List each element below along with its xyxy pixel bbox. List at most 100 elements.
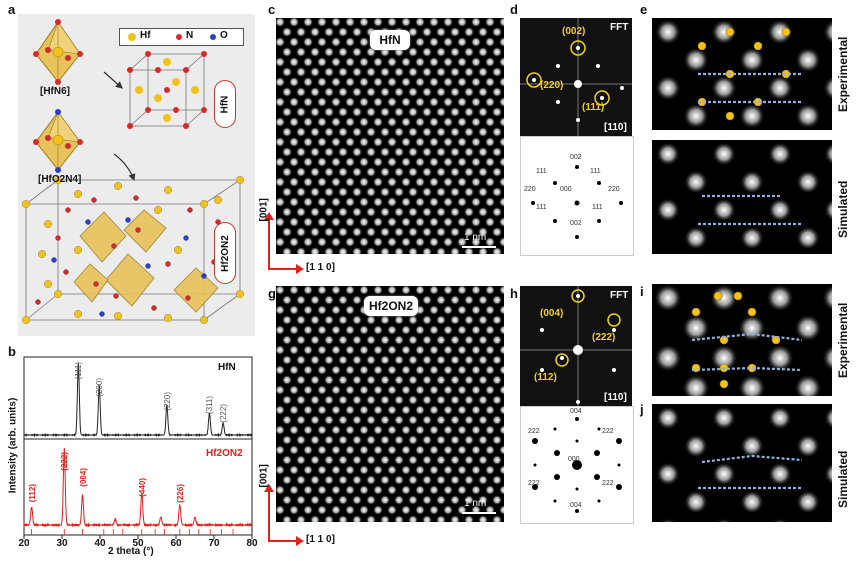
- atom-column: [288, 56, 300, 68]
- atom-column: [359, 505, 369, 515]
- atom-column: [372, 156, 384, 168]
- atom-column: [484, 156, 496, 168]
- atom-column: [478, 415, 488, 425]
- atom-column: [414, 76, 426, 88]
- atom-column: [302, 56, 314, 68]
- atom-column: [338, 315, 348, 325]
- atom-column: [414, 156, 426, 168]
- atom-column: [456, 216, 468, 228]
- atom-column: [288, 216, 300, 228]
- atom-column: [478, 295, 488, 305]
- atom-column: [436, 315, 446, 325]
- dashed-guide: [691, 366, 803, 372]
- atom-column: [484, 216, 496, 228]
- atom: [111, 243, 117, 249]
- atom-column: [498, 136, 504, 148]
- atom: [54, 176, 62, 184]
- atom-column: [288, 156, 300, 168]
- atom-column: [282, 315, 292, 325]
- atom-column: [331, 305, 341, 315]
- atom-column: [323, 226, 335, 238]
- atom-column: [379, 166, 391, 178]
- atom-column: [309, 146, 321, 158]
- atom-column: [485, 345, 495, 355]
- atom-column: [464, 475, 474, 485]
- atom-column: [470, 156, 482, 168]
- atom-column: [359, 385, 369, 395]
- atom-column: [276, 76, 286, 88]
- atom-marker: [713, 291, 723, 301]
- atom-column: [464, 395, 474, 405]
- atom-column: [738, 374, 766, 396]
- atom-column: [352, 375, 362, 385]
- atom-column: [331, 505, 341, 515]
- atom-column: [712, 462, 736, 486]
- atom-column: [464, 455, 474, 465]
- atom-column: [303, 305, 313, 315]
- o-dot: [210, 34, 216, 40]
- atom: [164, 314, 172, 322]
- atom-column: [766, 284, 794, 312]
- atom-column: [288, 116, 300, 128]
- atom: [54, 290, 62, 298]
- atom-column: [457, 425, 467, 435]
- atom-column: [380, 415, 390, 425]
- hf2on2-peak-label: (226): [175, 484, 185, 503]
- hf2on2-octahedra: [73, 209, 219, 313]
- hfn-simulated-image: [652, 140, 832, 254]
- x-tick-label: 40: [94, 538, 106, 549]
- atom-column: [366, 495, 376, 505]
- atom-column: [443, 445, 453, 455]
- atom-column: [401, 445, 411, 455]
- atom-column: [344, 176, 356, 188]
- atom-column: [739, 103, 765, 129]
- diffraction-index: 002: [570, 154, 582, 161]
- atom-column: [449, 86, 461, 98]
- diffraction-spot: [575, 509, 579, 513]
- atom-column: [366, 515, 376, 522]
- atom-column: [457, 325, 467, 335]
- atom-column: [352, 515, 362, 522]
- atom-column: [296, 475, 306, 485]
- atom-column: [823, 75, 832, 101]
- hf2on2-sim-diffraction-dots: [532, 417, 622, 513]
- atom: [154, 206, 162, 214]
- atom-column: [449, 166, 461, 178]
- atom-column: [408, 495, 418, 505]
- atom-column: [351, 46, 363, 58]
- atom-column: [276, 116, 286, 128]
- hfn6-octahedron: [33, 19, 83, 85]
- atom-column: [309, 186, 321, 198]
- atom-column: [302, 36, 314, 48]
- atom-column: [345, 425, 355, 435]
- legend-o: O: [220, 30, 228, 41]
- axis-v-c: [268, 218, 270, 270]
- atom-column: [457, 445, 467, 455]
- atom-column: [359, 485, 369, 495]
- diffraction-spot: [617, 463, 621, 467]
- diffraction-index: 111: [536, 204, 547, 211]
- atom-column: [295, 246, 307, 254]
- atom-column: [282, 415, 292, 425]
- atom-column: [768, 142, 792, 166]
- atom-column: [499, 365, 504, 375]
- atom: [63, 269, 69, 275]
- atom-column: [499, 345, 504, 355]
- diffraction-index: 111: [536, 168, 547, 175]
- atom-column: [435, 66, 447, 78]
- atom-column: [281, 66, 293, 78]
- atom-column: [386, 136, 398, 148]
- atom-column: [456, 56, 468, 68]
- atom-column: [794, 374, 822, 396]
- atom-column: [408, 435, 418, 445]
- atom-column: [303, 385, 313, 395]
- atom-column: [428, 176, 440, 188]
- atom-column: [400, 216, 412, 228]
- atom-column: [276, 176, 286, 188]
- atom-column: [310, 455, 320, 465]
- atom-column: [428, 18, 440, 28]
- atom-column: [394, 495, 404, 505]
- atom-column: [464, 495, 474, 505]
- atom-column: [359, 325, 369, 335]
- atom-column: [372, 116, 384, 128]
